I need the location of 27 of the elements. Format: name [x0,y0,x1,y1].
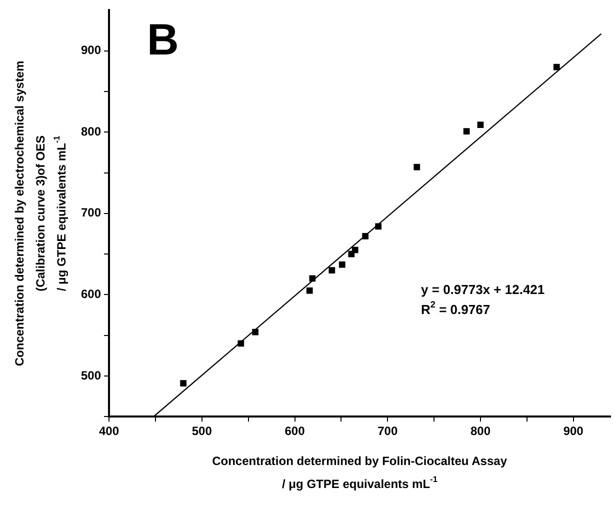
point [463,128,470,134]
point [477,122,484,128]
point [306,287,313,294]
y-tick-label: 900 [80,43,102,58]
y-tick-label: 500 [80,368,102,382]
point [352,246,358,254]
point [309,275,316,282]
y-tick-label: 600 [80,286,102,301]
point [238,340,244,347]
point [338,261,346,268]
point [180,380,186,386]
point [375,223,382,230]
point [328,267,336,274]
x-tick-label: 500 [192,424,212,438]
point [553,64,560,70]
point [414,164,420,170]
annotation: B [147,15,179,64]
x-tick-label: 600 [284,424,306,438]
annotation: y = 0.9773x + 12.421 [421,282,545,297]
x-tick-label: 700 [378,424,398,438]
x-tick-label: 800 [470,424,491,438]
x-tick-label: 400 [99,424,120,438]
y-tick-label: 700 [80,206,102,220]
point [252,328,258,336]
y-tick-label: 800 [80,124,102,138]
x-tick-label: 900 [563,424,584,438]
point [362,232,369,240]
